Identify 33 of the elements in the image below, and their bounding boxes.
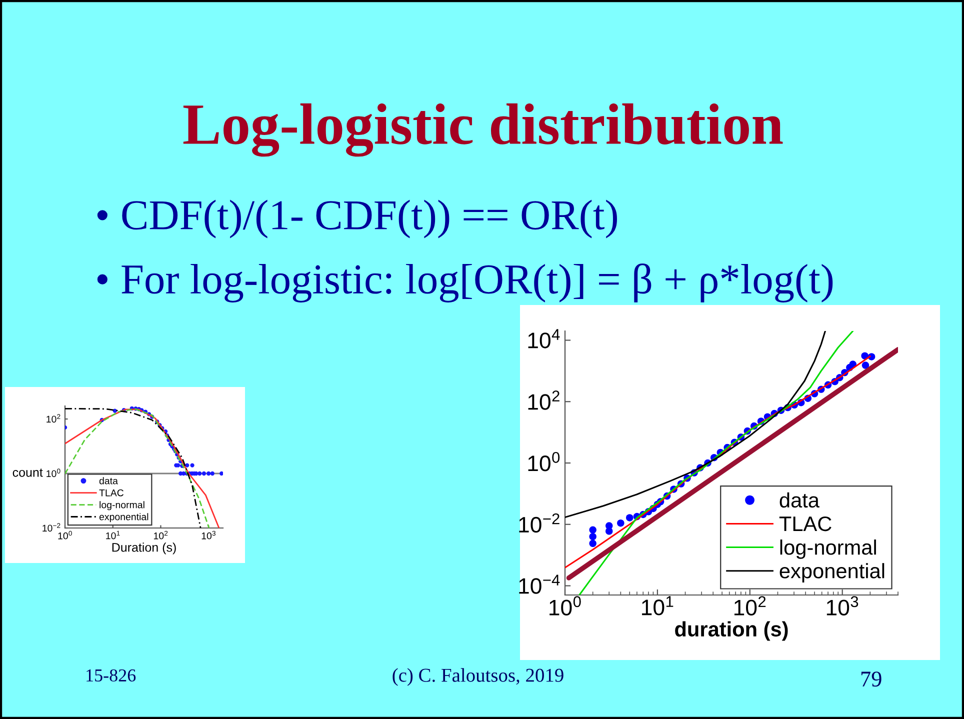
legend-label: data: [99, 477, 118, 484]
x-axis-title: duration (s): [675, 621, 788, 641]
x-axis-title: Duration (s): [112, 542, 176, 554]
legend-label: TLAC: [99, 489, 124, 496]
text: 79: [861, 672, 882, 687]
y-tick-label: 10$^{4}$: [528, 329, 560, 348]
text: Log-logistic distribution: [183, 103, 783, 157]
legend-label: log-normal: [780, 539, 876, 559]
text: (c) C. Faloutsos, 2019: [392, 668, 564, 686]
text: 15-826: [86, 669, 136, 682]
text: • For log-logistic: log[OR(t)] = β + ρ*log(t): [97, 264, 833, 302]
x-tick-label: 10$^{0}$: [58, 530, 72, 540]
legend-label: data: [780, 492, 820, 508]
y-tick-label: 10$^{0}$: [46, 468, 60, 478]
y-tick-label: 10$^{−2}$: [42, 523, 60, 532]
x-tick-label: 10$^{2}$: [734, 596, 766, 616]
y-tick-label: 10$^{2}$: [46, 414, 60, 423]
x-tick-label: 10$^{2}$: [154, 530, 168, 540]
y-tick-label: 10$^{0}$: [528, 452, 560, 472]
legend-label: exponential: [99, 513, 148, 522]
x-tick-label: 10$^{1}$: [642, 596, 674, 616]
legend-label: exponential: [780, 563, 884, 582]
y-tick-label: 10$^{2}$: [528, 390, 560, 410]
y-tick-label: 10$^{−4}$: [519, 574, 560, 594]
y-axis-title: count: [12, 468, 43, 477]
legend-label: log-normal: [100, 501, 144, 510]
legend-label: TLAC: [779, 516, 832, 532]
x-tick-label: 10$^{1}$: [106, 530, 120, 540]
x-tick-label: 10$^{3}$: [202, 530, 216, 540]
x-tick-label: 10$^{3}$: [826, 596, 858, 616]
text: • CDF(t)/(1- CDF(t)) == OR(t): [97, 200, 617, 238]
y-tick-label: 10$^{−2}$: [519, 513, 560, 533]
x-tick-label: 10$^{0}$: [550, 596, 581, 616]
